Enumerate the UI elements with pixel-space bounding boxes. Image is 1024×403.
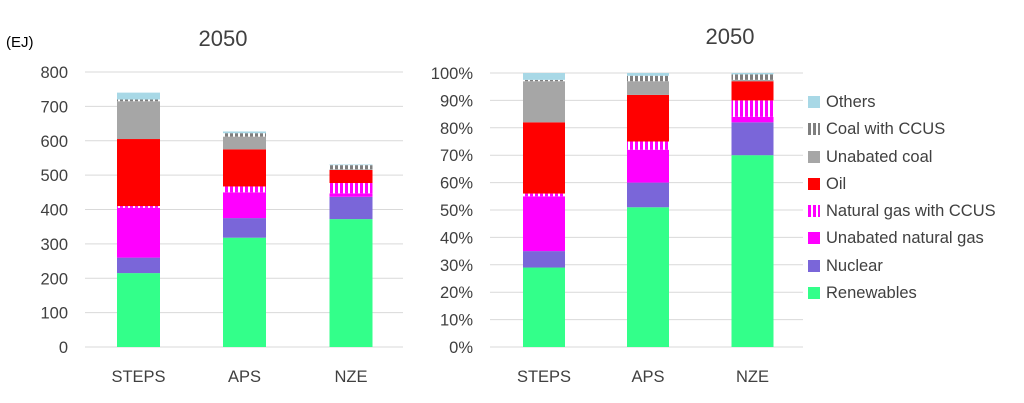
- y-tick-label: 400: [40, 202, 68, 220]
- x-tick-label: NZE: [335, 368, 368, 386]
- bar-segment-oil: [117, 139, 160, 207]
- bar-segment-oil: [627, 94, 669, 142]
- bar-segment-natural-gas-with-ccus: [223, 186, 266, 193]
- y-tick-label: 40%: [440, 229, 473, 247]
- bar-segment-unabated-natural-gas: [329, 193, 373, 197]
- bar-segment-natural-gas-with-ccus: [329, 183, 373, 194]
- y-tick-label: 90%: [440, 92, 473, 110]
- legend-swatch-icon: [808, 96, 820, 108]
- y-tick-label: 300: [40, 236, 68, 254]
- legend-swatch-icon: [808, 287, 820, 300]
- y-tick-label: 0%: [449, 339, 473, 357]
- y-tick-label: 200: [40, 270, 68, 288]
- y-tick-label: 600: [40, 133, 68, 151]
- y-tick-label: 80%: [440, 120, 473, 138]
- bar-segment-others: [731, 73, 774, 75]
- bar-segment-oil: [523, 122, 565, 194]
- y-tick-label: 100%: [431, 65, 474, 83]
- chart-share-percent: 0% 10% 20% 30% 40% 50% 60% 70% 80% 90% 100% STEPS AP…: [431, 65, 803, 386]
- y-tick-label: 70%: [440, 147, 473, 165]
- bar-segment-others: [523, 73, 565, 80]
- x-tick-label: STEPS: [111, 368, 165, 386]
- legend-label: Unabated coal: [826, 147, 933, 166]
- bar-segment-natural-gas-with-ccus: [731, 100, 774, 117]
- legend-label: Renewables: [826, 284, 917, 303]
- y-tick-label: 30%: [440, 257, 473, 275]
- y-tick-label: 50%: [440, 202, 473, 220]
- legend-swatch-icon: [808, 150, 820, 163]
- bar-segment-others: [329, 164, 373, 166]
- bar-segment-nuclear: [329, 196, 373, 220]
- legend-swatch-icon: [808, 177, 820, 190]
- bar-segment-unabated-natural-gas: [117, 207, 160, 258]
- bar-segment-others: [627, 73, 669, 76]
- legend-swatch-icon: [808, 205, 820, 218]
- bar-segment-unabated-natural-gas: [627, 149, 669, 183]
- legend-label: Coal with CCUS: [826, 120, 946, 139]
- bar-segment-renewables: [523, 267, 565, 347]
- y-tick-label: 800: [40, 64, 68, 82]
- bar-segment-renewables: [329, 219, 373, 347]
- legend-label: Oil: [826, 174, 847, 193]
- bar-segment-renewables: [117, 273, 160, 347]
- chart-absolute-ej: 0 100 200 300 400 500 600 700 800 STEPS APS NZE: [40, 64, 403, 386]
- x-tick-label: NZE: [736, 368, 769, 386]
- bar-segment-nuclear: [223, 218, 266, 238]
- bar-segment-oil: [731, 81, 774, 101]
- legend-swatch-icon: [808, 123, 820, 136]
- bar-segment-oil: [223, 149, 266, 187]
- bar-segment-nuclear: [731, 122, 774, 156]
- bar-segment-others: [223, 131, 266, 134]
- bar-segment-coal-with-ccus: [117, 99, 160, 102]
- y-tick-label: 100: [40, 305, 68, 323]
- bar-segment-renewables: [627, 207, 669, 347]
- legend-label: Others: [826, 93, 876, 111]
- legend-label: Nuclear: [826, 256, 883, 275]
- bar-segment-unabated-natural-gas: [731, 116, 774, 123]
- y-tick-label: 500: [40, 167, 68, 185]
- bar-segment-unabated-coal: [223, 136, 266, 150]
- bar-segment-unabated-natural-gas: [523, 196, 565, 252]
- legend-swatch-icon: [808, 232, 820, 245]
- y-tick-label: 0: [59, 339, 68, 357]
- bar-segment-unabated-coal: [523, 81, 565, 123]
- x-tick-label: APS: [631, 368, 664, 386]
- bar-segment-coal-with-ccus: [523, 79, 565, 82]
- y-tick-label: 700: [40, 98, 68, 116]
- bar-segment-oil: [329, 169, 373, 184]
- legend-swatch-icon: [808, 259, 820, 272]
- bar-segment-coal-with-ccus: [731, 74, 774, 80]
- bar-segment-others: [117, 92, 160, 100]
- chart-title: 2050: [706, 24, 755, 49]
- bar-segment-nuclear: [523, 251, 565, 268]
- bar-segment-renewables: [223, 237, 266, 347]
- bar-segment-unabated-coal: [627, 81, 669, 95]
- x-tick-label: APS: [228, 368, 261, 386]
- bar-segment-coal-with-ccus: [223, 133, 266, 137]
- y-tick-label: 60%: [440, 175, 473, 193]
- bar-segment-nuclear: [117, 257, 160, 274]
- legend-label: Natural gas with CCUS: [826, 202, 996, 221]
- x-tick-label: STEPS: [517, 368, 571, 386]
- bar-segment-nuclear: [627, 182, 669, 208]
- bar-segment-unabated-coal: [329, 169, 373, 170]
- bar-segment-natural-gas-with-ccus: [117, 206, 160, 208]
- bar-segment-natural-gas-with-ccus: [627, 141, 669, 150]
- y-tick-label: 10%: [440, 312, 473, 330]
- bar-segment-unabated-natural-gas: [223, 192, 266, 219]
- bar-segment-coal-with-ccus: [627, 75, 669, 82]
- y-tick-label: 20%: [440, 284, 473, 302]
- legend-label: Unabated natural gas: [826, 229, 984, 248]
- bar-segment-unabated-coal: [117, 101, 160, 140]
- bar-segment-natural-gas-with-ccus: [523, 193, 565, 197]
- bar-segment-coal-with-ccus: [329, 165, 373, 170]
- bar-segment-unabated-coal: [731, 79, 774, 82]
- y-axis-label: (EJ): [6, 34, 34, 51]
- chart-title: 2050: [199, 26, 248, 51]
- bar-segment-renewables: [731, 155, 774, 347]
